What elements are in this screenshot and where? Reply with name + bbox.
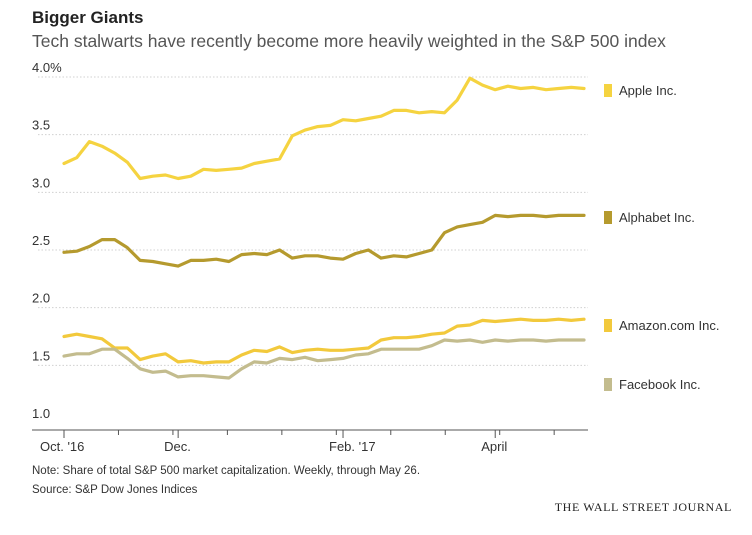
legend-label: Facebook Inc. (619, 377, 701, 392)
x-tick-label: Dec. (164, 439, 191, 454)
legend-label: Alphabet Inc. (619, 210, 695, 225)
series-line-facebook-inc (62, 338, 586, 380)
y-tick-label: 1.0 (32, 406, 50, 421)
legend-swatch (604, 378, 612, 391)
y-tick-label: 3.5 (32, 118, 50, 133)
chart-title: Bigger Giants (32, 8, 144, 27)
x-tick-label: Oct. '16 (40, 439, 84, 454)
series-lines (62, 76, 586, 380)
y-tick-label: 4.0% (32, 60, 62, 75)
series-line-amazon-com-inc (62, 317, 586, 365)
series-line-alphabet-inc (62, 213, 586, 268)
legend-swatch (604, 211, 612, 224)
y-tick-label: 3.0 (32, 175, 50, 190)
axes: 1.0 1.5 2.0 2.5 3.0 3.5 4.0% Oct. '16 Dec. Feb. '… (32, 60, 588, 454)
y-tick-label: 1.5 (32, 348, 50, 363)
x-tick-label: Feb. '17 (329, 439, 376, 454)
y-tick-label: 2.0 (32, 291, 50, 306)
chart-source: Source: S&P Dow Jones Indices (32, 484, 198, 496)
legend: Apple Inc. Alphabet Inc. Amazon.com Inc. Fa… (604, 83, 719, 392)
publisher-logo: THE WALL STREET JOURNAL (554, 500, 732, 514)
legend-swatch (604, 319, 612, 332)
x-tick-label: April (481, 439, 507, 454)
chart-subtitle: Tech stalwarts have recently become more… (32, 31, 666, 51)
chart-note: Note: Share of total S&P 500 market capi… (32, 465, 421, 477)
legend-label: Apple Inc. (619, 83, 677, 98)
legend-label: Amazon.com Inc. (619, 318, 719, 333)
series-line-apple-inc (62, 76, 586, 181)
legend-swatch (604, 84, 612, 97)
y-tick-label: 2.5 (32, 233, 50, 248)
